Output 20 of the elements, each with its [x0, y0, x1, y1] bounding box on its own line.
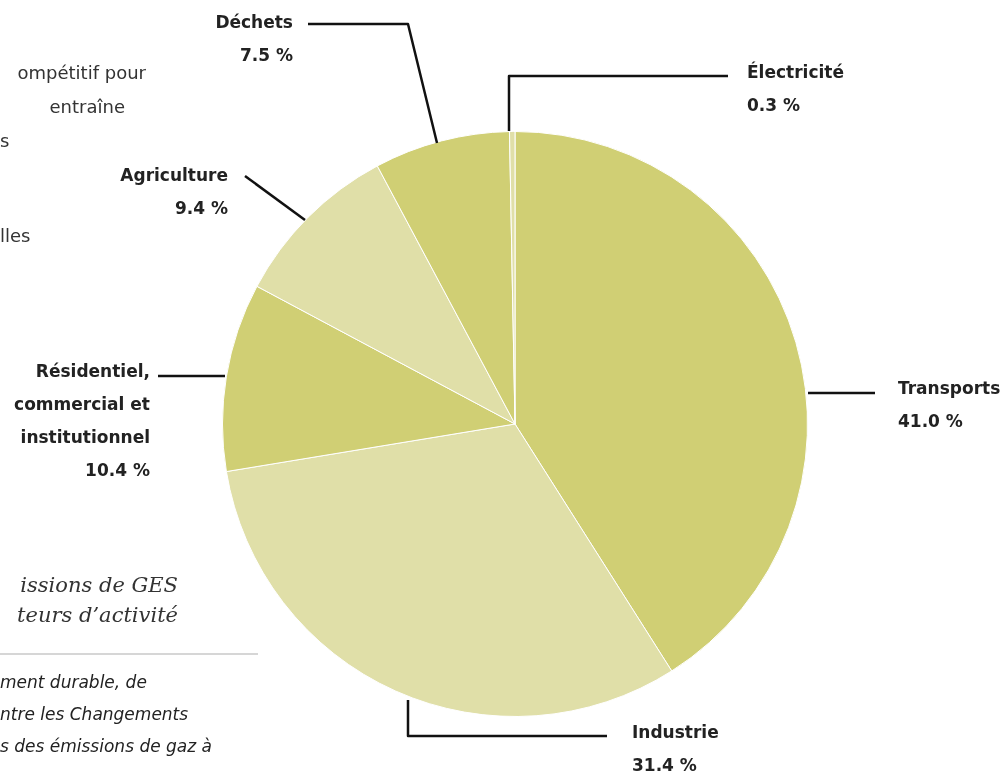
text: s [0, 130, 10, 151]
text: entraîne [49, 96, 125, 117]
text: ntre les Changements [0, 704, 189, 724]
slice-label: Agriculture [120, 165, 228, 186]
data-label: 41.0 % [898, 411, 963, 432]
data-label: 10.4 % [85, 460, 150, 481]
slice-label: Industrie [632, 722, 719, 743]
text: ompétitif pour [17, 62, 146, 83]
data-label: 0.3 % [747, 95, 801, 116]
text: s des émissions de gaz à [0, 736, 212, 756]
slice-label: Résidentiel, commercial et institutionnel [14, 361, 150, 448]
data-label: 9.4 % [174, 198, 228, 219]
slice-label: Déchets [215, 12, 293, 33]
text: ment durable, de [0, 672, 147, 692]
text: issions de GES teurs d’activité [17, 572, 178, 629]
data-label: 31.4 % [632, 755, 697, 776]
slice-label: Transports [898, 378, 1001, 399]
data-label: 7.5 % [239, 45, 293, 66]
slice-label: Électricité [747, 61, 844, 83]
text: lles [0, 225, 31, 246]
